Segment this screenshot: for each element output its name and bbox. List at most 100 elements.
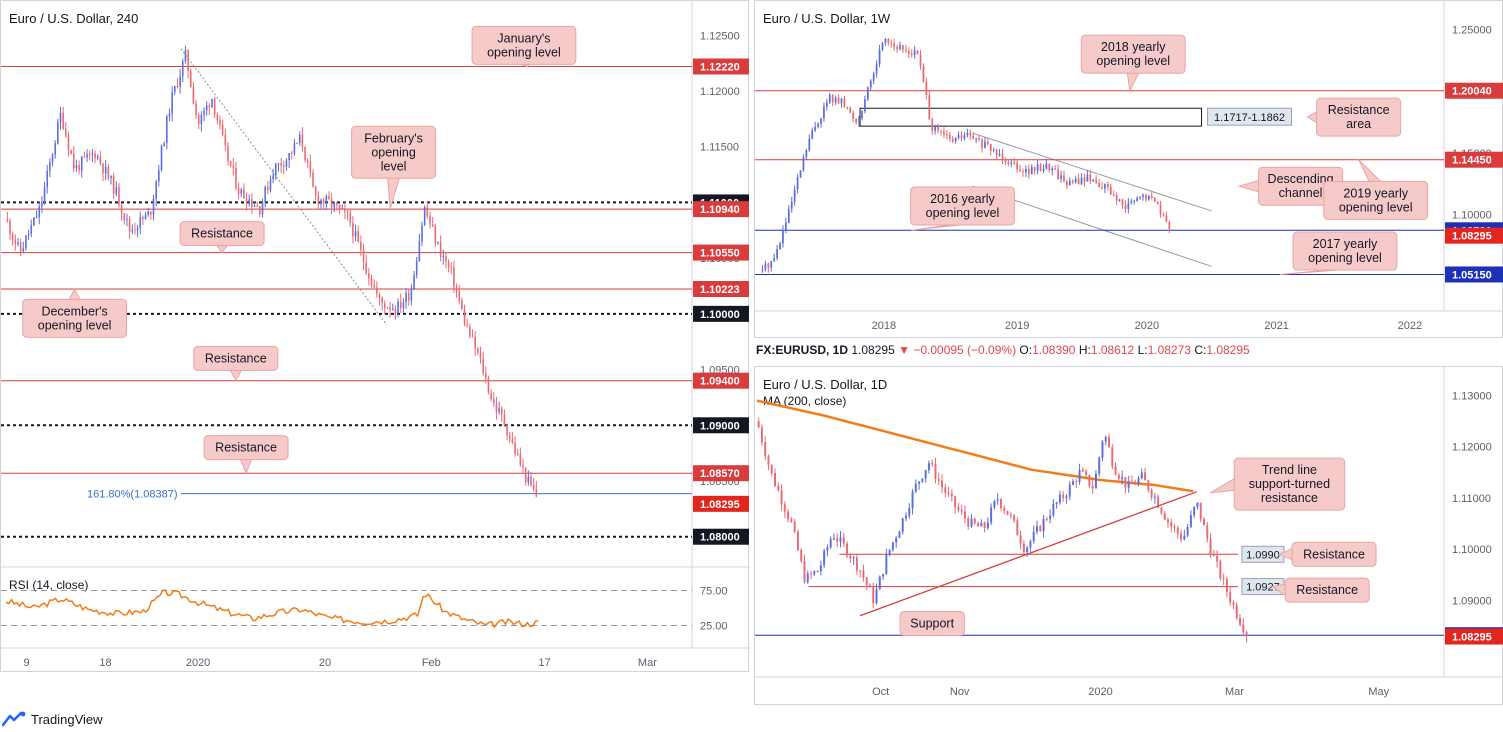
candle-body xyxy=(1068,484,1071,497)
candle-body xyxy=(927,463,930,471)
candle-body xyxy=(1186,526,1189,536)
candle-body xyxy=(43,187,46,203)
candle-body xyxy=(1170,522,1173,527)
candle-body xyxy=(999,499,1002,508)
resistance-area-box xyxy=(859,107,1203,127)
callout: Resistance xyxy=(1270,577,1370,603)
candle-body xyxy=(399,301,402,308)
candle-body xyxy=(793,189,796,202)
weekly-chart[interactable]: Euro / U.S. Dollar, 1W1.250001.150001.10… xyxy=(755,1,1503,339)
candle-body xyxy=(896,46,898,50)
candle-body xyxy=(770,464,773,474)
candle-body xyxy=(887,38,890,43)
candle-body xyxy=(980,522,983,527)
candle-body xyxy=(790,519,793,522)
callout-pointer xyxy=(1358,159,1383,183)
level-axis-label: 1.08000 xyxy=(693,528,749,545)
candle-body xyxy=(461,300,463,310)
candle-body xyxy=(1045,163,1048,169)
h4-chart-panel[interactable]: Euro / U.S. Dollar, 240 1.12500 1.12000 1.1… xyxy=(0,0,750,673)
candle-body xyxy=(972,135,975,139)
chart-title: Euro / U.S. Dollar, 240 xyxy=(9,11,138,26)
candle-body xyxy=(1203,519,1205,526)
candle-body xyxy=(362,249,365,263)
candle-body xyxy=(1106,183,1109,187)
candle-body xyxy=(354,231,357,237)
candle-body xyxy=(895,537,898,543)
candle-body xyxy=(998,154,1001,156)
candle-body xyxy=(1086,174,1089,182)
candle-body xyxy=(317,195,320,205)
candle-body xyxy=(817,123,819,127)
level-axis-label: 1.20040 xyxy=(1445,82,1503,99)
candle-body xyxy=(498,408,500,412)
candle-body xyxy=(522,465,524,468)
candle-body xyxy=(195,103,197,115)
candle-body xyxy=(805,150,808,158)
candle-body xyxy=(38,206,41,218)
tradingview-logo-icon xyxy=(2,711,26,727)
candle-body xyxy=(477,348,479,353)
candle-body xyxy=(216,114,219,121)
candle-body xyxy=(757,421,760,428)
candle-body xyxy=(1117,474,1120,479)
level-axis-label-box xyxy=(1445,227,1503,244)
level-axis-label-box xyxy=(693,244,749,261)
daily-chart-panel[interactable]: Euro / U.S. Dollar, 1D MA (200, close) 1.1… xyxy=(754,366,1503,705)
x-tick-label: 18 xyxy=(99,657,111,669)
candle-body xyxy=(524,467,527,483)
candle-body xyxy=(221,124,224,135)
candle-body xyxy=(770,261,773,268)
candle-body xyxy=(463,309,466,325)
candle-body xyxy=(761,269,764,271)
candle-body xyxy=(1095,179,1098,183)
candle-body xyxy=(1109,186,1112,195)
candle-body xyxy=(960,509,963,512)
candle-body xyxy=(1147,480,1150,491)
callout: Support xyxy=(899,610,965,636)
level-axis-label-box xyxy=(693,372,749,389)
candle-body xyxy=(1088,474,1091,486)
candle-body xyxy=(973,518,976,524)
candle-body xyxy=(1036,526,1038,532)
candle-body xyxy=(86,154,88,158)
level-axis-label: 1.08570 xyxy=(693,465,749,482)
candle-body xyxy=(346,211,349,214)
candle-body xyxy=(943,131,945,135)
candle-body xyxy=(1016,520,1019,536)
weekly-chart-panel[interactable]: Euro / U.S. Dollar, 1W1.250001.150001.10… xyxy=(754,0,1503,338)
candle-body xyxy=(1133,200,1136,202)
candle-body xyxy=(1083,177,1086,182)
candle-body xyxy=(391,309,394,311)
daily-chart[interactable]: Euro / U.S. Dollar, 1D MA (200, close) 1.1… xyxy=(755,367,1503,706)
candle-body xyxy=(872,73,875,81)
tradingview-logo[interactable]: TradingView xyxy=(2,708,103,730)
callout-box xyxy=(1284,577,1370,603)
candle-body xyxy=(112,175,115,194)
candle-body xyxy=(986,522,989,528)
candle-body xyxy=(301,134,304,148)
callout: Resistance xyxy=(179,221,265,254)
callout: Resistance xyxy=(1277,541,1377,567)
candle-body xyxy=(1045,518,1048,520)
candle-body xyxy=(376,287,378,294)
level-axis-label: 1.08295 xyxy=(1445,628,1503,645)
candle-body xyxy=(471,336,474,338)
candle-body xyxy=(1140,472,1143,479)
candle-body xyxy=(115,187,118,194)
h4-chart[interactable]: Euro / U.S. Dollar, 240 1.12500 1.12000 1.1… xyxy=(1,1,750,673)
candle-body xyxy=(921,478,924,482)
candle-body xyxy=(508,435,511,439)
level-axis-label-text: 1.14450 xyxy=(1452,155,1492,167)
candle-body xyxy=(413,275,415,290)
candle-body xyxy=(1137,478,1140,485)
candle-body xyxy=(888,549,891,555)
candle-body xyxy=(344,208,346,212)
callout-pointer xyxy=(1237,179,1261,193)
candle-body xyxy=(1004,160,1007,163)
candle-body xyxy=(235,167,237,188)
candle-body xyxy=(120,205,123,214)
